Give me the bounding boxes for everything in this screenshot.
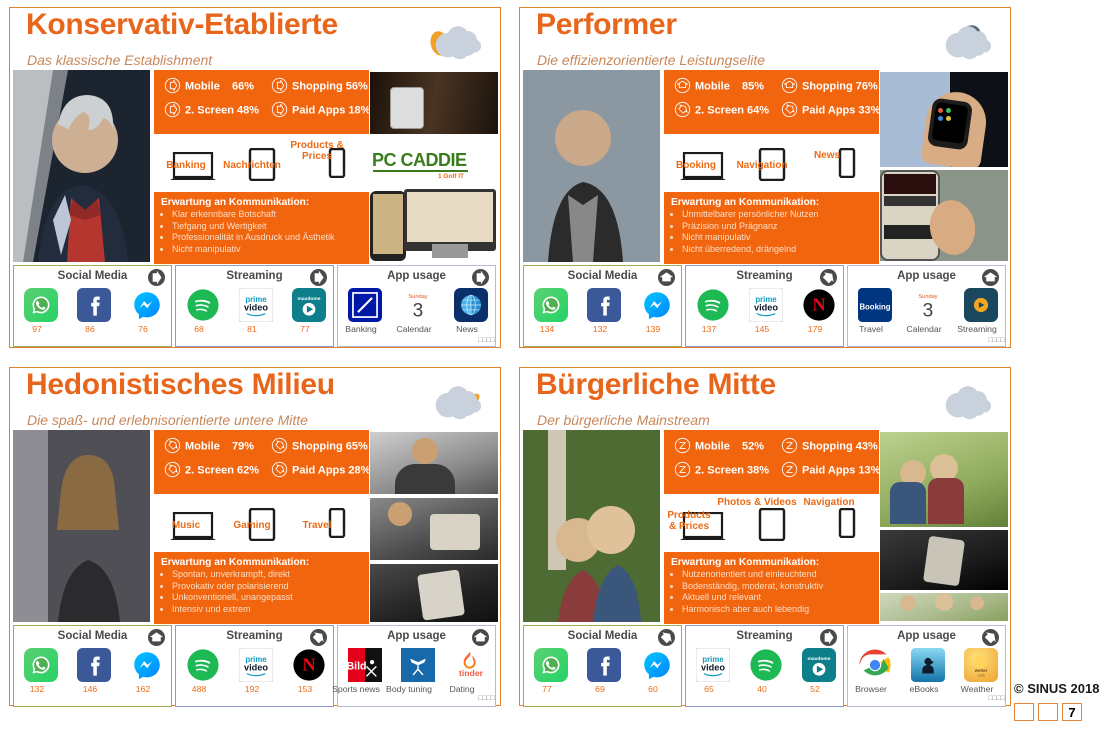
svg-text:tinder: tinder	[459, 668, 484, 678]
